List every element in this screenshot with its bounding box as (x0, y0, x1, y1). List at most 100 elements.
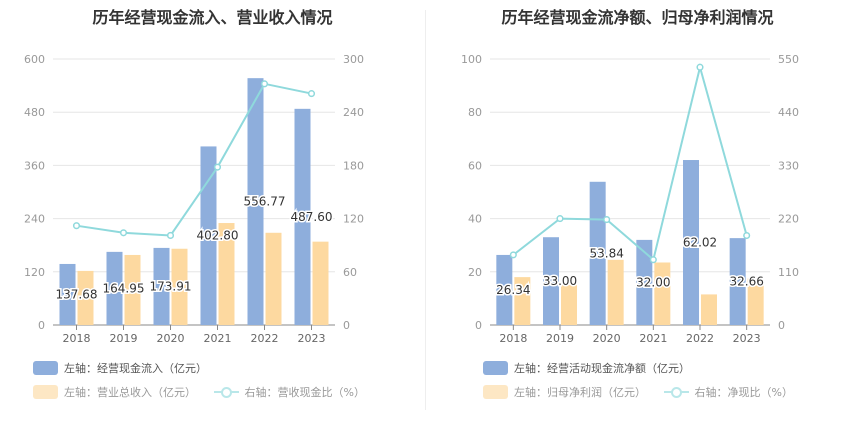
legend-label: 左轴：经营活动现金流净额（亿元） (514, 362, 690, 375)
legend-swatch (483, 361, 508, 375)
right-tick-label: 0 (778, 319, 785, 332)
legend-row-1: 左轴：经营活动现金流净额（亿元） (483, 360, 704, 378)
line-point (260, 80, 269, 88)
bar-left-series-1 (636, 239, 653, 325)
bar-left-series-1 (247, 78, 264, 325)
bar-left-series-1 (496, 254, 513, 325)
net-cash-chart: 0 0 20 110 40 220 60 330 80 440 100 550 2018 2019 2020… (461, 53, 799, 345)
bar-left-series-2 (171, 248, 188, 325)
bar-left-series-2 (124, 254, 141, 325)
left-tick-label: 40 (468, 213, 482, 226)
legend-label: 右轴：营收现金比（%） (244, 386, 365, 399)
data-label: 402.80 (197, 229, 239, 243)
right-tick-label: 220 (778, 213, 799, 226)
bar-left-series-2 (654, 262, 671, 325)
line-point (213, 163, 222, 171)
data-label: 62.02 (683, 236, 717, 250)
x-tick-label: 2020 (157, 332, 185, 345)
x-tick-label: 2023 (298, 332, 326, 345)
legend-label: 左轴：经营现金流入（亿元） (64, 362, 207, 375)
bar-left-series-1 (729, 238, 746, 325)
x-tick-label: 2021 (639, 332, 667, 345)
right-tick-label: 300 (343, 53, 364, 66)
line-point (72, 222, 81, 230)
legend-swatch (33, 361, 58, 375)
bar-left-series-1 (200, 146, 217, 325)
legend-label: 左轴：营业总收入（亿元） (64, 386, 196, 399)
ratio-line (76, 82, 312, 237)
bar-left-series-2 (747, 278, 764, 325)
bar-left-series-2 (607, 259, 624, 325)
bar-left-series-1 (543, 237, 559, 325)
line-point (509, 251, 517, 259)
legend-item-ratio[interactable]: 右轴：营收现金比（%） (213, 384, 365, 400)
right-tick-label: 60 (343, 266, 357, 279)
line-point (307, 90, 316, 98)
x-tick-label: 2018 (63, 332, 91, 345)
bar-left-series-2 (265, 232, 282, 325)
legend-label: 左轴：归母净利润（亿元） (514, 386, 646, 399)
data-label: 487.60 (291, 210, 333, 224)
left-tick-label: 60 (468, 159, 482, 172)
bar-left-series-1 (683, 160, 699, 325)
legend-row-1: 左轴：经营现金流入（亿元） (33, 360, 221, 378)
x-tick-label: 2023 (733, 332, 761, 345)
left-tick-label: 0 (38, 319, 45, 332)
legend-row-2: 左轴：营业总收入（亿元） 右轴：营收现金比（%） (33, 384, 379, 402)
legend-label: 右轴：净现比（%） (694, 386, 793, 399)
data-label: 32.00 (636, 275, 670, 289)
data-label: 173.91 (150, 279, 192, 293)
legend-line-icon (213, 385, 239, 399)
bar-left-series-1 (106, 251, 123, 325)
data-label: 137.68 (56, 287, 98, 301)
panel-divider (425, 10, 426, 410)
right-tick-label: 110 (778, 266, 799, 279)
chart-title: 历年经营现金流入、营业收入情况 (92, 8, 333, 27)
legend-item-net-cash[interactable]: 左轴：经营活动现金流净额（亿元） (483, 360, 690, 376)
x-tick-label: 2019 (110, 332, 138, 345)
left-tick-label: 120 (24, 266, 45, 279)
legend-line-icon (663, 385, 689, 399)
right-tick-label: 180 (343, 159, 364, 172)
line-point (119, 229, 128, 237)
bar-left-series-2 (514, 277, 531, 325)
data-label: 164.95 (103, 281, 145, 295)
bar-left-series-1 (294, 108, 311, 326)
legend-item-revenue[interactable]: 左轴：营业总收入（亿元） (33, 384, 196, 400)
right-tick-label: 550 (778, 53, 799, 66)
chart-panel-net-cash: 历年经营现金流净额、归母净利润情况 0 0 20 110 40 220 60 330 80 440… (425, 0, 850, 437)
left-tick-label: 80 (468, 106, 482, 119)
data-label: 26.34 (496, 283, 530, 297)
x-tick-label: 2019 (546, 332, 574, 345)
legend-row-2: 左轴：归母净利润（亿元） 右轴：净现比（%） (483, 384, 807, 402)
legend-swatch (33, 385, 58, 399)
right-tick-label: 330 (778, 159, 799, 172)
right-tick-label: 440 (778, 106, 799, 119)
line-point (696, 63, 704, 71)
legend-swatch (483, 385, 508, 399)
left-tick-label: 100 (461, 53, 482, 66)
data-label: 33.00 (543, 274, 577, 288)
legend-item-net-profit[interactable]: 左轴：归母净利润（亿元） (483, 384, 646, 400)
data-label: 53.84 (589, 246, 623, 260)
left-tick-label: 240 (24, 213, 45, 226)
chart-panel-cash-inflow: 历年经营现金流入、营业收入情况 0 0 120 60 240 120 360 180 480 24… (24, 8, 379, 402)
bar-left-series-1 (153, 247, 170, 325)
x-tick-label: 2021 (204, 332, 232, 345)
bar-left-series-1 (59, 263, 76, 325)
bar-left-series-2 (561, 285, 577, 325)
left-tick-label: 480 (24, 106, 45, 119)
data-label: 556.77 (244, 195, 286, 209)
line-point (166, 231, 175, 239)
x-tick-label: 2020 (593, 332, 621, 345)
left-tick-label: 360 (24, 159, 45, 172)
bar-left-series-1 (589, 181, 606, 325)
bar-left-series-2 (77, 270, 94, 325)
chart-title: 历年经营现金流净额、归母净利润情况 (501, 8, 774, 27)
legend-item-cash-inflow[interactable]: 左轴：经营现金流入（亿元） (33, 360, 207, 376)
bar-left-series-2 (218, 223, 235, 325)
legend-item-cash-ratio[interactable]: 右轴：净现比（%） (663, 384, 793, 400)
left-tick-label: 0 (475, 319, 482, 332)
bar-left-series-2 (312, 241, 329, 325)
x-tick-label: 2022 (686, 332, 714, 345)
